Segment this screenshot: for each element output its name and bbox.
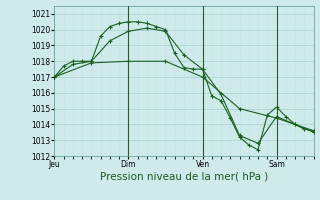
X-axis label: Pression niveau de la mer( hPa ): Pression niveau de la mer( hPa ) [100, 172, 268, 182]
